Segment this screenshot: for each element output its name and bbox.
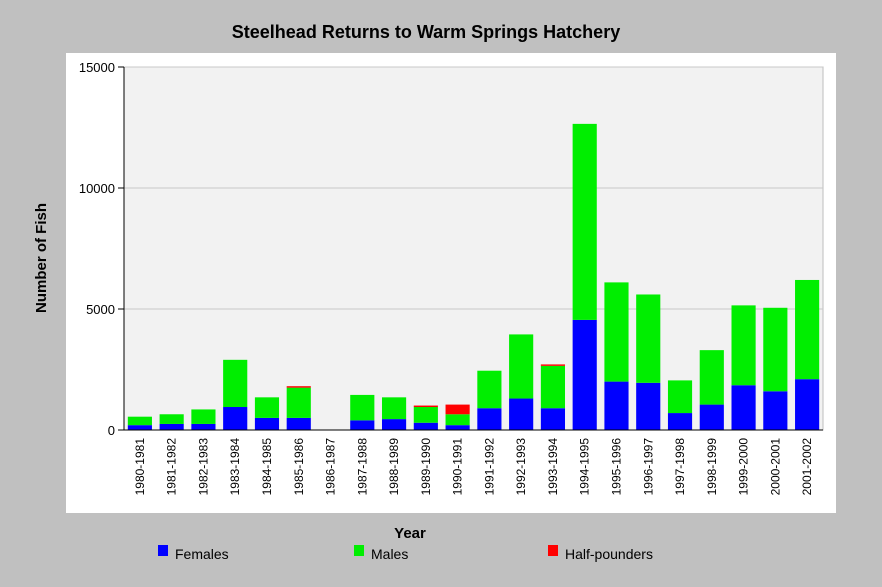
bar-segment-females <box>540 408 566 430</box>
x-tick-label: 1988-1989 <box>387 438 401 496</box>
bar-segment-females <box>604 381 629 430</box>
bar-segment-females <box>223 407 248 430</box>
x-tick-label: 2001-2002 <box>800 438 814 496</box>
x-tick-label: 1991-1992 <box>482 438 496 496</box>
x-tick-label: 1984-1985 <box>260 438 274 496</box>
x-tick-label: 1994-1995 <box>578 438 592 496</box>
bar-segment-males <box>667 380 693 414</box>
legend-label: Females <box>175 546 229 562</box>
bar-segment-half-pounders <box>286 386 311 388</box>
bar-segment-males <box>159 414 184 424</box>
bar-segment-males <box>350 394 375 421</box>
bar-segment-half-pounders <box>540 364 566 366</box>
bar-segment-males <box>795 279 820 380</box>
legend: Females Males Half-pounders <box>158 545 653 562</box>
y-tick-label: 0 <box>108 423 115 438</box>
bar-segment-males <box>572 123 597 320</box>
x-tick-label: 1999-2000 <box>737 438 751 496</box>
x-tick-label: 1993-1994 <box>546 438 560 496</box>
bar-segment-females <box>667 413 693 430</box>
legend-label: Males <box>371 546 408 562</box>
x-tick-label: 1982-1983 <box>196 438 210 496</box>
chart-title: Steelhead Returns to Warm Springs Hatche… <box>232 22 620 42</box>
bar-segment-females <box>191 423 216 430</box>
y-axis-ticks: 0 5000 10000 15000 <box>79 60 124 438</box>
bar-segment-females <box>159 423 184 430</box>
bar-segment-half-pounders <box>445 404 470 415</box>
bars <box>127 123 820 430</box>
x-tick-label: 1996-1997 <box>641 438 655 496</box>
bar-segment-males <box>191 409 216 424</box>
legend-swatch <box>354 545 364 556</box>
x-tick-label: 1995-1996 <box>609 438 623 496</box>
bar-segment-females <box>763 391 788 430</box>
legend-swatch <box>548 545 558 556</box>
bar-segment-females <box>254 417 280 430</box>
bar-segment-half-pounders <box>413 405 438 408</box>
bar-segment-females <box>350 420 375 430</box>
bar-segment-males <box>286 387 311 418</box>
x-tick-label: 1981-1982 <box>165 438 179 496</box>
bar-segment-males <box>699 350 724 405</box>
bar-segment-females <box>413 422 438 430</box>
x-tick-label: 1990-1991 <box>451 438 465 496</box>
bar-segment-males <box>636 294 661 383</box>
bar-segment-males <box>445 414 470 426</box>
bar-segment-males <box>763 307 788 392</box>
x-tick-label: 2000-2001 <box>768 438 782 496</box>
x-tick-label: 1985-1986 <box>292 438 306 496</box>
x-tick-label: 1992-1993 <box>514 438 528 496</box>
bar-segment-females <box>286 417 311 430</box>
bar-segment-males <box>254 397 280 418</box>
bar-segment-males <box>540 365 566 409</box>
y-tick-label: 10000 <box>79 181 115 196</box>
bar-segment-males <box>604 282 629 382</box>
bar-segment-females <box>127 425 152 430</box>
x-tick-label: 1987-1988 <box>355 438 369 496</box>
bar-segment-females <box>636 382 661 430</box>
x-tick-label: 1997-1998 <box>673 438 687 496</box>
x-axis-ticks: 1980-1981 1981-1982 1982-1983 1983-1984 1984… <box>133 438 814 496</box>
bar-segment-males <box>509 334 534 399</box>
x-axis-label: Year <box>394 525 426 542</box>
x-tick-label: 1980-1981 <box>133 438 147 496</box>
bar-segment-females <box>572 319 597 430</box>
bar-segment-females <box>731 385 756 430</box>
legend-label: Half-pounders <box>565 546 653 562</box>
bar-segment-females <box>477 408 502 430</box>
bar-segment-males <box>413 407 438 423</box>
bar-segment-males <box>223 359 248 408</box>
y-tick-label: 15000 <box>79 60 115 75</box>
bar-segment-females <box>795 379 820 430</box>
bar-segment-females <box>699 404 724 430</box>
x-tick-label: 1983-1984 <box>228 438 242 496</box>
bar-segment-females <box>381 419 407 430</box>
bar-segment-males <box>477 370 502 409</box>
bar-segment-females <box>445 425 470 430</box>
x-tick-label: 1998-1999 <box>705 438 719 496</box>
grid-lines <box>124 66 823 310</box>
bar-segment-males <box>381 397 407 420</box>
y-tick-label: 5000 <box>86 302 115 317</box>
x-tick-label: 1986-1987 <box>324 438 338 496</box>
x-tick-label: 1989-1990 <box>419 438 433 496</box>
bar-segment-males <box>731 305 756 386</box>
bar-segment-females <box>509 398 534 430</box>
y-axis-label: Number of Fish <box>33 203 50 313</box>
legend-swatch <box>158 545 168 556</box>
bar-segment-males <box>127 416 152 426</box>
